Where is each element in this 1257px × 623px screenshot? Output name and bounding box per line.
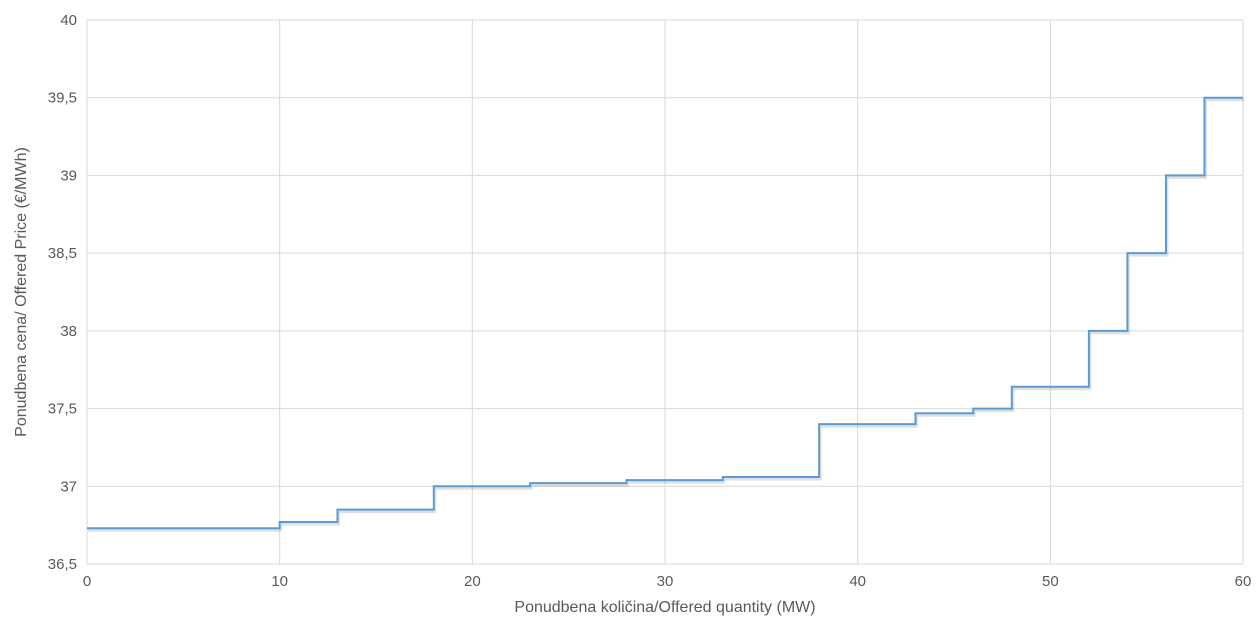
y-axis-title: Ponudbena cena/ Offered Price (€/MWh) <box>13 147 30 437</box>
x-tick-label: 10 <box>271 573 288 590</box>
y-tick-label: 37 <box>60 478 77 495</box>
step-line <box>87 96 1243 530</box>
y-tick-label: 37,5 <box>48 401 77 418</box>
x-tick-label: 50 <box>1042 573 1059 590</box>
y-tick-label: 40 <box>60 12 77 29</box>
series-layer <box>87 96 1244 532</box>
x-tick-label: 40 <box>849 573 866 590</box>
y-tick-label: 38,5 <box>48 245 77 262</box>
x-tick-label: 60 <box>1235 573 1252 590</box>
x-tick-label: 30 <box>657 573 674 590</box>
tick-layer: 36,5 37 37,5 38 38,5 39 39,5 40 0 10 20 30 40 50 60 <box>48 12 1252 590</box>
y-tick-label: 38 <box>60 323 77 340</box>
x-axis-title: Ponudbena količina/Offered quantity (MW) <box>514 599 815 616</box>
grid-layer <box>86 19 1244 565</box>
step-line-shadow <box>88 98 1244 532</box>
y-tick-label: 39 <box>60 167 77 184</box>
y-tick-label: 39,5 <box>48 90 77 107</box>
x-tick-label: 20 <box>464 573 481 590</box>
y-tick-label: 36,5 <box>48 556 77 573</box>
x-tick-label: 0 <box>83 573 91 590</box>
